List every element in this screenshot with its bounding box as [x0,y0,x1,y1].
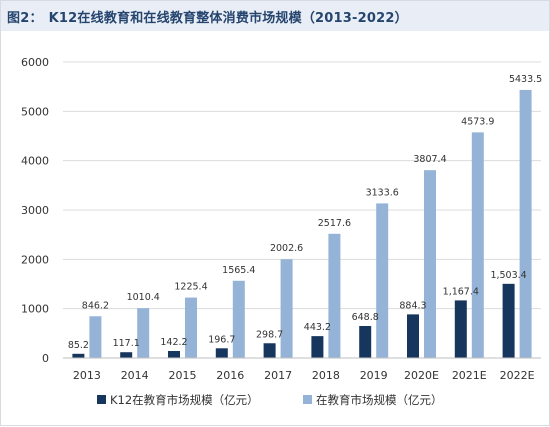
bar-total-2017 [280,259,293,358]
bar-k12-2022E [502,283,515,358]
bar-total-2018 [328,233,341,358]
y-tick-label: 3000 [21,204,49,217]
x-tick-label: 2014 [121,369,149,382]
x-tick-label: 2021E [452,369,487,382]
y-axis-ticks: 0 1000 2000 3000 4000 5000 6000 [21,56,49,365]
legend: K12在教育市场规模（亿元） 在教育市场规模（亿元） [97,393,443,407]
y-tick-label: 1000 [21,303,49,316]
data-label-total-2013: 846.2 [82,300,109,311]
title-bar: 图2： K12在线教育和在线教育整体消费市场规模（2013-2022） [1,1,549,31]
bar-total-2020E [424,170,436,358]
data-label-k12-2015: 142.2 [160,337,187,348]
legend-swatch [303,395,312,404]
bar-total-2022E [519,89,532,359]
data-label-total-2018: 2517.6 [318,218,351,229]
x-tick-label: 2017 [264,369,292,382]
data-label-k12-2016: 196.7 [208,334,235,345]
data-label-k12-2022E: 1,503.4 [490,270,526,281]
data-label-k12-2014: 117.1 [113,338,140,349]
chart-title: K12在线教育和在线教育整体消费市场规模（2013-2022） [48,10,408,26]
bar-total-2013 [89,316,102,358]
y-tick-label: 0 [42,352,49,365]
bar-k12-2013 [72,353,85,358]
legend-label: K12在教育市场规模（亿元） [110,393,259,407]
x-tick-label: 2018 [312,369,340,382]
gridlines [63,61,541,310]
x-tick-label: 2019 [360,369,388,382]
y-tick-label: 6000 [21,56,49,69]
legend-label: 在教育市场规模（亿元） [316,393,443,407]
x-tick-label: 2020E [404,369,439,382]
data-label-k12-2013: 85.2 [68,340,89,351]
y-tick-label: 5000 [21,105,49,118]
legend-swatch [97,395,106,404]
bar-k12-2019 [359,325,372,358]
figure-number: 图2： [7,10,43,26]
bar-total-2014 [137,308,150,358]
bar-k12-2017 [263,343,276,358]
x-tick-label: 2015 [169,369,197,382]
x-tick-label: 2016 [216,369,244,382]
x-tick-label: 2022E [500,369,535,382]
data-label-total-2019: 3133.6 [366,187,399,198]
bar-k12-2021E [454,300,467,358]
bar-k12-2014 [120,352,133,358]
data-label-k12-2021E: 1,167.4 [443,286,479,297]
data-label-total-2022E: 5433.5 [509,74,542,85]
data-labels: 85.2 846.2 117.1 1010.4 142.2 1225.4 196.7 1565… [68,74,542,351]
x-tick-label: 2013 [73,369,101,382]
bar-total-2016 [232,280,245,358]
bar-k12-2015 [168,350,180,358]
bars [72,89,532,359]
data-label-total-2021E: 4573.9 [461,116,494,127]
bar-k12-2020E [407,314,419,358]
bar-total-2019 [376,203,389,358]
data-label-total-2016: 1565.4 [222,265,255,276]
data-label-k12-2018: 443.2 [304,322,331,333]
bar-k12-2016 [215,348,228,358]
data-label-total-2014: 1010.4 [127,292,160,303]
x-axis-ticks: 2013 2014 2015 2016 2017 2018 2019 2020E 2021E 20… [73,369,535,382]
y-tick-label: 2000 [21,253,49,266]
data-label-total-2015: 1225.4 [174,282,207,293]
data-label-k12-2020E: 884.3 [399,300,426,311]
bar-total-2015 [185,297,197,358]
data-label-k12-2019: 648.8 [352,312,379,323]
y-tick-label: 4000 [21,155,49,168]
bar-total-2021E [471,132,484,358]
data-label-k12-2017: 298.7 [256,329,283,340]
data-label-total-2017: 2002.6 [270,243,303,254]
bar-k12-2018 [311,336,324,358]
data-label-total-2020E: 3807.4 [413,154,446,165]
